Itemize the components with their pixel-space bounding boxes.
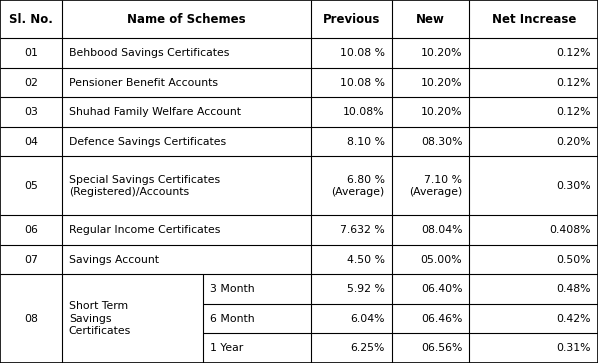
Text: 05.00%: 05.00% <box>420 255 462 265</box>
Text: 7.10 %
(Average): 7.10 % (Average) <box>409 175 462 197</box>
Text: 0.30%: 0.30% <box>556 181 591 191</box>
Text: 6.25%: 6.25% <box>350 343 385 353</box>
Text: 06.46%: 06.46% <box>421 314 462 324</box>
Text: 01: 01 <box>24 48 38 58</box>
Text: 10.20%: 10.20% <box>421 107 462 117</box>
Text: 6 Month: 6 Month <box>210 314 255 324</box>
Text: New: New <box>416 13 445 26</box>
Text: Savings Account: Savings Account <box>69 255 159 265</box>
Text: 08.30%: 08.30% <box>421 136 462 147</box>
Text: 3 Month: 3 Month <box>210 284 255 294</box>
Text: 0.12%: 0.12% <box>556 78 591 87</box>
Text: 6.80 %
(Average): 6.80 % (Average) <box>331 175 385 197</box>
Text: Defence Savings Certificates: Defence Savings Certificates <box>69 136 226 147</box>
Text: 0.12%: 0.12% <box>556 48 591 58</box>
Text: 05: 05 <box>24 181 38 191</box>
Text: 10.20%: 10.20% <box>421 48 462 58</box>
Text: 0.42%: 0.42% <box>556 314 591 324</box>
Text: 08.04%: 08.04% <box>421 225 462 235</box>
Text: Sl. No.: Sl. No. <box>9 13 53 26</box>
Text: 6.04%: 6.04% <box>350 314 385 324</box>
Text: Previous: Previous <box>323 13 380 26</box>
Text: Behbood Savings Certificates: Behbood Savings Certificates <box>69 48 229 58</box>
Text: Pensioner Benefit Accounts: Pensioner Benefit Accounts <box>69 78 218 87</box>
Text: 08: 08 <box>24 314 38 324</box>
Text: 0.408%: 0.408% <box>550 225 591 235</box>
Text: 10.08%: 10.08% <box>343 107 385 117</box>
Text: 07: 07 <box>24 255 38 265</box>
Text: Special Savings Certificates
(Registered)/Accounts: Special Savings Certificates (Registered… <box>69 175 220 197</box>
Text: Net Increase: Net Increase <box>492 13 576 26</box>
Text: 03: 03 <box>24 107 38 117</box>
Text: 06: 06 <box>24 225 38 235</box>
Text: 1 Year: 1 Year <box>210 343 244 353</box>
Text: 8.10 %: 8.10 % <box>346 136 385 147</box>
Text: 06.56%: 06.56% <box>421 343 462 353</box>
Text: 0.48%: 0.48% <box>556 284 591 294</box>
Text: 0.31%: 0.31% <box>556 343 591 353</box>
Text: 06.40%: 06.40% <box>421 284 462 294</box>
Text: 0.12%: 0.12% <box>556 107 591 117</box>
Text: 02: 02 <box>24 78 38 87</box>
Text: 4.50 %: 4.50 % <box>346 255 385 265</box>
Text: 7.632 %: 7.632 % <box>340 225 385 235</box>
Text: 0.50%: 0.50% <box>556 255 591 265</box>
Text: 04: 04 <box>24 136 38 147</box>
Text: Regular Income Certificates: Regular Income Certificates <box>69 225 220 235</box>
Text: 10.08 %: 10.08 % <box>340 48 385 58</box>
Text: Short Term
Savings
Certificates: Short Term Savings Certificates <box>69 301 131 336</box>
Text: 10.08 %: 10.08 % <box>340 78 385 87</box>
Text: 10.20%: 10.20% <box>421 78 462 87</box>
Text: Name of Schemes: Name of Schemes <box>127 13 246 26</box>
Text: Shuhad Family Welfare Account: Shuhad Family Welfare Account <box>69 107 241 117</box>
Text: 0.20%: 0.20% <box>556 136 591 147</box>
Text: 5.92 %: 5.92 % <box>347 284 385 294</box>
